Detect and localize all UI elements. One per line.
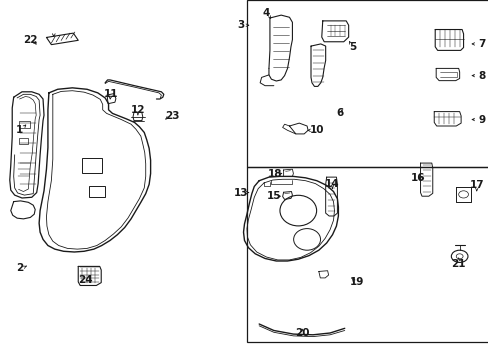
Text: 13: 13: [233, 188, 247, 198]
Text: 16: 16: [410, 173, 425, 183]
Text: 9: 9: [477, 114, 484, 125]
Text: 19: 19: [349, 276, 364, 287]
Bar: [89, 186, 104, 197]
Text: 5: 5: [349, 42, 356, 52]
Text: 8: 8: [477, 71, 484, 81]
Text: 4: 4: [262, 8, 270, 18]
Text: 14: 14: [325, 179, 339, 189]
Bar: [82, 158, 102, 173]
Text: 7: 7: [477, 39, 485, 49]
Bar: [19, 121, 30, 128]
Bar: [19, 138, 28, 144]
Text: 20: 20: [294, 328, 309, 338]
Bar: [246, 167, 488, 342]
Text: 2: 2: [16, 263, 23, 273]
Text: 15: 15: [266, 191, 281, 201]
Text: 18: 18: [267, 168, 282, 179]
Bar: [246, 0, 488, 167]
Text: 21: 21: [450, 258, 465, 269]
Text: 17: 17: [468, 180, 483, 190]
Text: 24: 24: [78, 275, 93, 285]
Text: 12: 12: [130, 105, 145, 115]
Text: 6: 6: [336, 108, 343, 118]
Text: 1: 1: [16, 125, 23, 135]
Text: 22: 22: [23, 35, 38, 45]
Text: 10: 10: [309, 125, 324, 135]
Text: 23: 23: [164, 111, 179, 121]
Text: 11: 11: [104, 89, 119, 99]
Text: 3: 3: [237, 20, 244, 30]
